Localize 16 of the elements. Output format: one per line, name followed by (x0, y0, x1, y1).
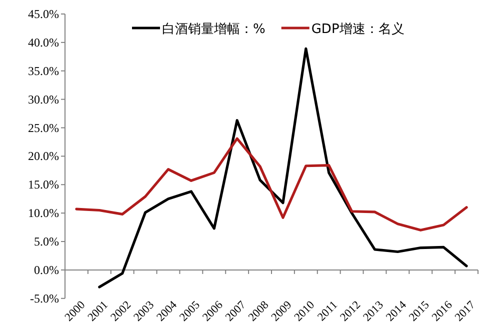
y-tick-label: 25.0% (28, 120, 59, 135)
legend-label: GDP增速：名义 (311, 22, 404, 37)
y-tick-label: 30.0% (28, 92, 59, 106)
line-series (98, 47, 468, 288)
x-tick-label: 2011 (316, 298, 340, 322)
y-tick-label: 45.0% (28, 7, 59, 21)
y-tick-label: 35.0% (28, 64, 59, 78)
y-tick-label: 5.0% (34, 234, 59, 249)
y-tick-label: 10.0% (28, 206, 59, 220)
y-tick-label: -5.0% (30, 291, 59, 306)
y-tick-label: 40.0% (28, 35, 59, 50)
y-tick-label: 0.0% (34, 262, 59, 277)
line-series (75, 137, 468, 232)
y-tick-label: 15.0% (28, 178, 59, 192)
y-tick-label: 20.0% (28, 149, 59, 164)
legend-label: 白酒销量增幅：% (162, 22, 266, 37)
